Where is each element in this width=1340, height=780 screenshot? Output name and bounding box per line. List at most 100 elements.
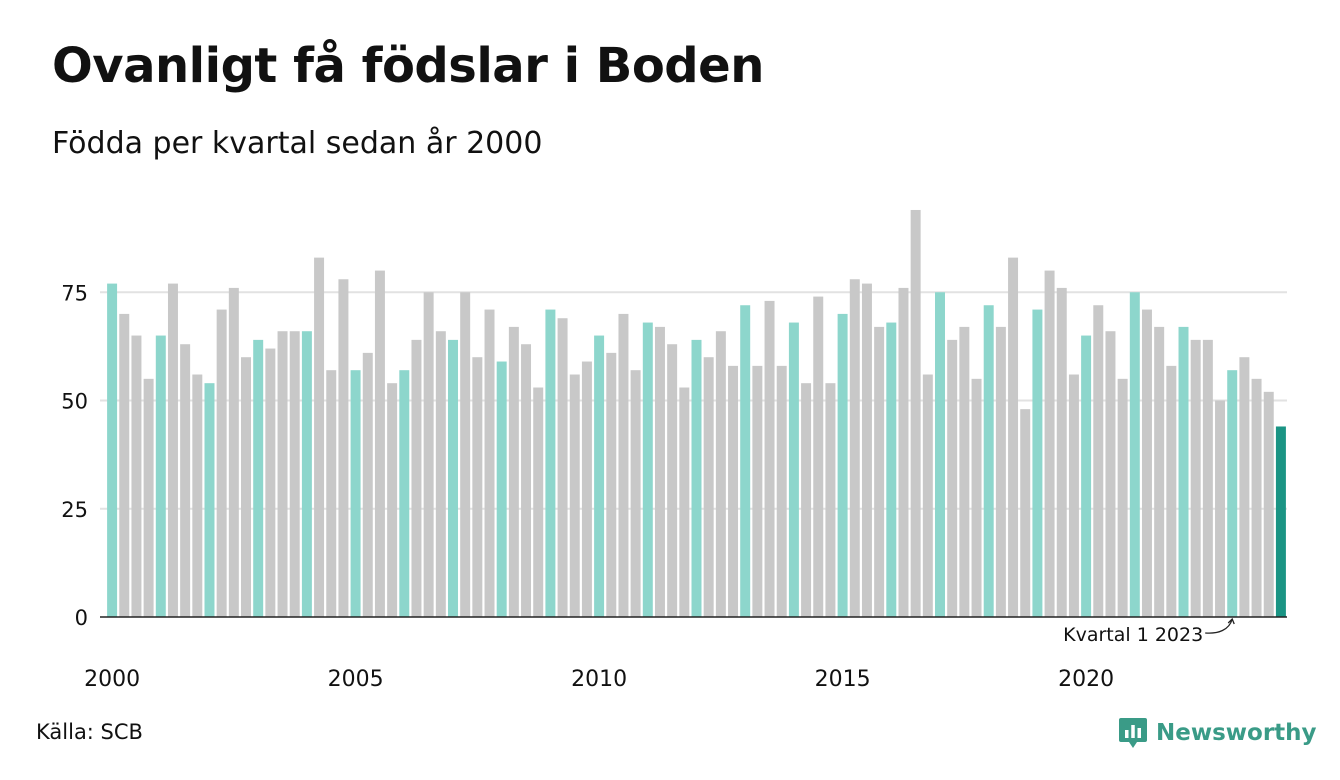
bar [350, 370, 361, 617]
bar [448, 339, 458, 617]
bar [898, 287, 909, 617]
source-note: Källa: SCB [36, 720, 143, 744]
bar [910, 209, 921, 618]
bar [1068, 374, 1079, 617]
bar [289, 331, 300, 617]
bar [314, 257, 325, 617]
annotation-label: Kvartal 1 2023 [1063, 624, 1203, 646]
bar [1166, 365, 1177, 617]
y-tick-label: 75 [61, 281, 88, 305]
bar [581, 361, 592, 617]
x-tick-label: 2000 [84, 667, 140, 692]
bar [1117, 378, 1128, 617]
bar [642, 322, 653, 617]
bar [886, 322, 897, 617]
bar [1263, 391, 1274, 617]
bar [1020, 409, 1031, 617]
annotation-arrow [1205, 617, 1235, 634]
bar [435, 331, 446, 617]
bar [679, 387, 690, 617]
newsworthy-logo-icon [1119, 718, 1147, 748]
bar [155, 335, 166, 617]
y-tick-label: 0 [75, 606, 88, 630]
bar [1032, 309, 1043, 617]
axes: 0 25 50 75 2000 2005 2010 2015 2020 [61, 281, 1287, 692]
bar [1129, 292, 1140, 617]
bar [618, 313, 629, 617]
x-tick-label: 2005 [328, 667, 384, 692]
brand-logo[interactable]: Newsworthy [1118, 713, 1317, 753]
bar [399, 370, 410, 617]
x-tick-label: 2020 [1058, 667, 1114, 692]
bar [971, 378, 982, 617]
bar [167, 283, 178, 617]
bar [983, 305, 994, 617]
bar [265, 348, 276, 617]
bar [545, 309, 556, 617]
y-tick-label: 25 [61, 498, 88, 522]
bar [374, 270, 385, 617]
chart-title: Ovanligt få födslar i Boden [52, 38, 764, 94]
bar [861, 283, 872, 617]
bar [533, 387, 544, 617]
bar [387, 383, 398, 617]
bar [362, 352, 373, 617]
bar [472, 357, 483, 617]
bar [204, 383, 215, 617]
bar [326, 370, 337, 617]
bar [1275, 426, 1286, 617]
bar [508, 326, 519, 617]
bar [764, 300, 775, 617]
bar [253, 339, 264, 617]
bar [143, 378, 154, 617]
bar [180, 344, 191, 617]
bar [107, 283, 118, 617]
bar [752, 365, 763, 617]
bar [740, 305, 751, 617]
brand-name: Newsworthy [1156, 720, 1317, 746]
bar [216, 309, 227, 617]
bar [667, 344, 678, 617]
y-tick-label: 50 [61, 390, 88, 414]
bar [241, 357, 251, 617]
bar [1239, 357, 1250, 617]
bar [521, 344, 532, 617]
bar [776, 365, 787, 617]
bar [1202, 339, 1213, 617]
x-tick-label: 2015 [815, 667, 871, 692]
x-tick-label: 2010 [571, 667, 627, 692]
bar [131, 335, 142, 617]
bar [557, 318, 568, 617]
bar [728, 365, 739, 617]
bar [460, 292, 471, 617]
bar [1215, 400, 1226, 617]
bar [788, 322, 799, 617]
bar [496, 361, 507, 617]
bar [1227, 370, 1238, 617]
bar [801, 383, 812, 617]
bar [922, 374, 933, 617]
bar [338, 279, 349, 617]
bar [1141, 309, 1152, 617]
bar [484, 309, 495, 617]
bar [995, 326, 1006, 617]
chart-subtitle: Födda per kvartal sedan år 2000 [52, 126, 543, 161]
bar [947, 339, 958, 617]
bar [825, 383, 836, 617]
bar [1190, 339, 1201, 617]
bar [1056, 287, 1067, 617]
bar [630, 370, 641, 617]
bar [1093, 305, 1104, 617]
bar [1105, 331, 1116, 617]
bar [594, 335, 605, 617]
bar [277, 331, 288, 617]
bar [935, 292, 945, 617]
bar [1008, 257, 1019, 617]
annotation: Kvartal 1 2023 [1063, 617, 1235, 646]
bar [1044, 270, 1055, 617]
bar [715, 331, 726, 617]
bar [849, 279, 860, 617]
bar [569, 374, 580, 617]
bar [411, 339, 422, 617]
